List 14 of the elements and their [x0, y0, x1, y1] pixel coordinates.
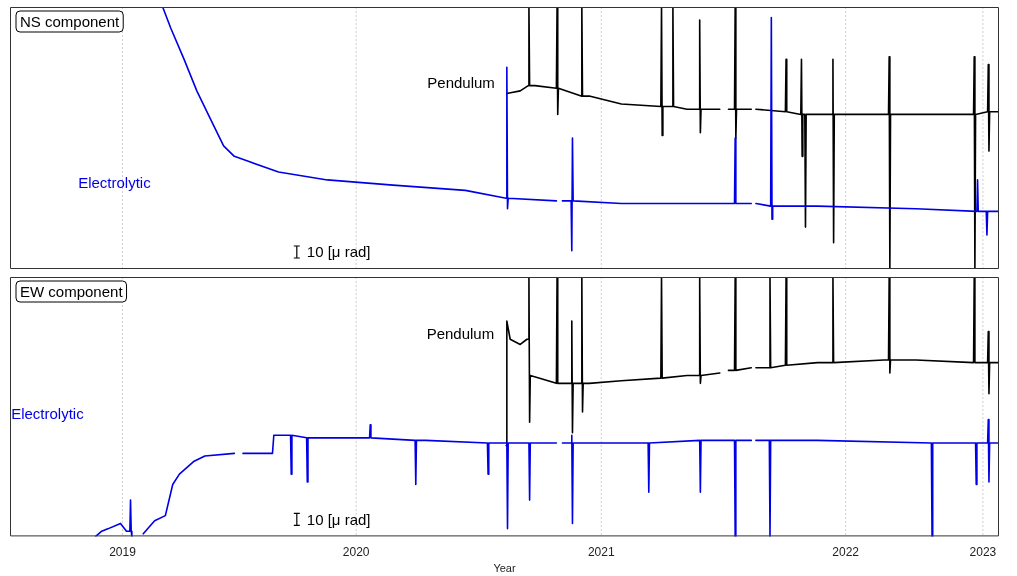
x-tick-label: 2021: [587, 544, 615, 559]
text: Electrolytic: [11, 405, 85, 423]
chart-title: NS component: [20, 12, 121, 30]
annotation: 10 [μ rad]: [306, 243, 371, 261]
series-label: Pendulum: [427, 73, 495, 91]
annotation: 10 [μ rad]: [306, 510, 371, 528]
chart-title: EW component: [20, 282, 124, 300]
text: Electrolytic: [78, 173, 152, 191]
series-label: Pendulum: [426, 324, 495, 342]
x-tick-label: 2020: [342, 544, 370, 559]
x-axis-title: Year: [493, 562, 516, 575]
x-tick-label: 2019: [109, 544, 137, 559]
x-tick-label: 2022: [832, 544, 860, 559]
x-tick-label: 2023: [969, 544, 997, 559]
